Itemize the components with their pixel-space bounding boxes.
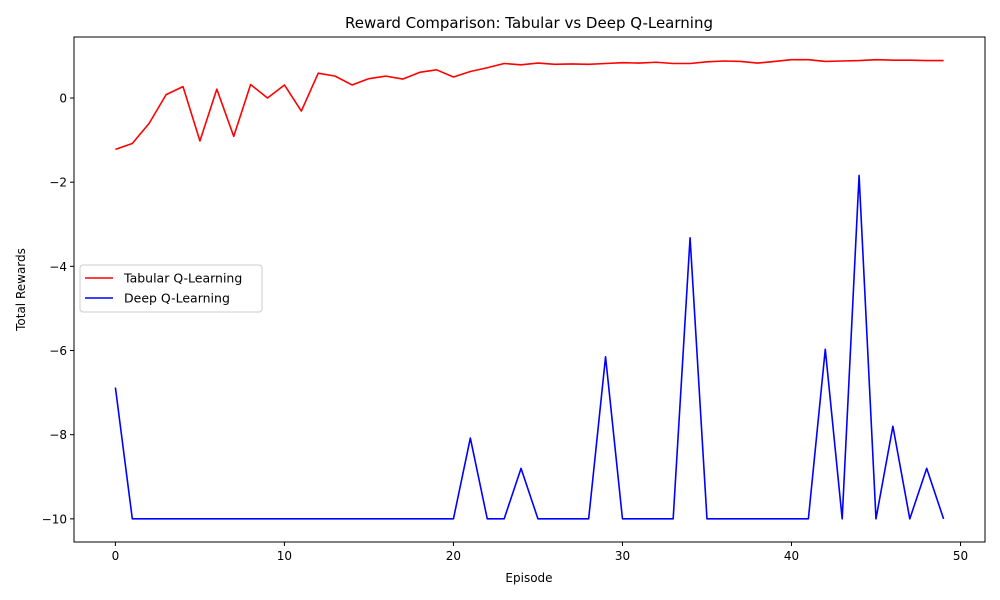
y-tick-label: 0: [59, 92, 67, 106]
y-tick-label: −8: [49, 428, 67, 442]
legend-label-tabular: Tabular Q-Learning: [123, 271, 242, 286]
legend-label-deep: Deep Q-Learning: [124, 291, 230, 306]
x-tick-label: 30: [615, 549, 630, 563]
y-axis-label: Total Rewards: [14, 248, 28, 332]
x-tick-label: 20: [446, 549, 461, 563]
chart-title: Reward Comparison: Tabular vs Deep Q-Lea…: [345, 14, 713, 32]
y-tick-label: −10: [42, 512, 67, 526]
plot-frame: [73, 36, 986, 543]
x-axis-label: Episode: [505, 571, 552, 585]
x-tick-label: 10: [277, 549, 292, 563]
legend-box: [79, 264, 263, 313]
deep-q-learning-line: [114, 174, 945, 520]
y-tick-label: −2: [49, 176, 67, 190]
y-tick-label: −6: [49, 344, 67, 358]
legend: Tabular Q-Learning Deep Q-Learning: [79, 264, 263, 313]
tabular-q-learning-line: [115, 58, 944, 151]
y-tick-label: −4: [49, 260, 67, 274]
x-tick-label: 40: [784, 549, 799, 563]
x-tick-label: 50: [953, 549, 968, 563]
x-tick-label: 0: [112, 549, 120, 563]
